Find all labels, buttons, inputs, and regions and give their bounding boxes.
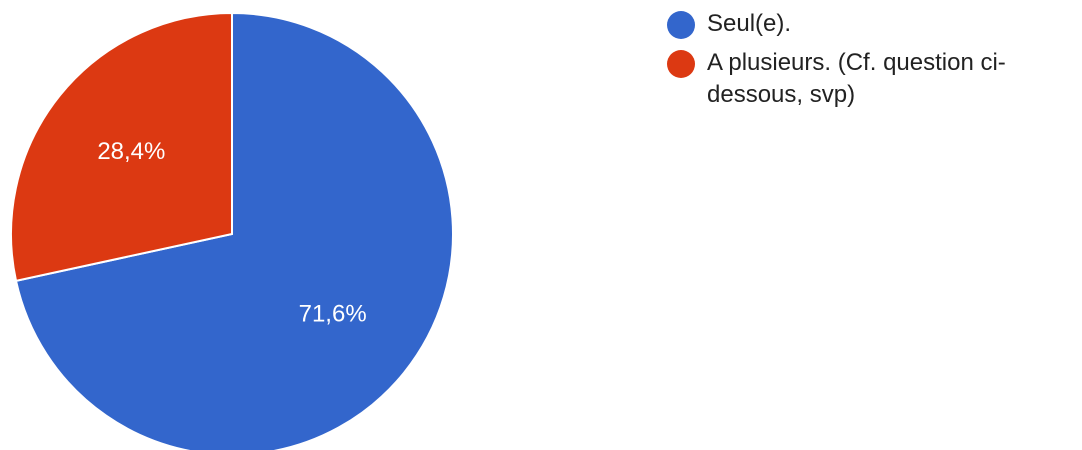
pie-slice-a-plusieurs[interactable] <box>10 11 233 283</box>
legend-swatch-a-plusieurs <box>667 50 695 78</box>
pie-slice-seul[interactable] <box>14 11 454 450</box>
pie-label-seul: 71,6% <box>299 300 367 327</box>
legend-swatch-seul <box>667 11 695 39</box>
pie-chart: 71,6% 28,4% <box>10 11 454 450</box>
legend-label-a-plusieurs: A plusieurs. (Cf. question ci-dessous, s… <box>707 49 1006 108</box>
legend: Seul(e). A plusieurs. (Cf. question ci-d… <box>667 8 1067 118</box>
legend-item-a-plusieurs[interactable]: A plusieurs. (Cf. question ci-dessous, s… <box>667 47 1067 111</box>
pie-label-a-plusieurs: 28,4% <box>97 138 165 165</box>
legend-label-seul: Seul(e). <box>707 10 792 37</box>
legend-item-seul[interactable]: Seul(e). <box>667 8 1067 40</box>
